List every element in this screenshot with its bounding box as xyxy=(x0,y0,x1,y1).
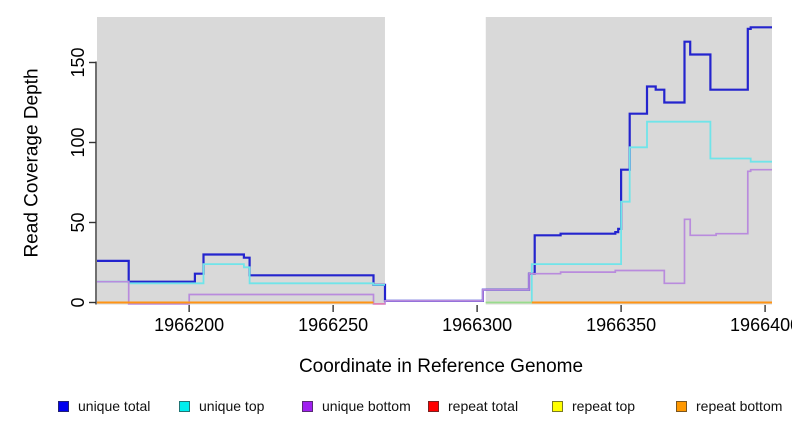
x-axis-label: Coordinate in Reference Genome xyxy=(298,356,584,377)
series-unique-bottom-line xyxy=(97,168,772,305)
y-tick-label: 100 xyxy=(68,127,88,157)
y-tick-label: 150 xyxy=(68,47,88,77)
x-tick-label: 1966300 xyxy=(442,315,512,335)
series-unique-total-line xyxy=(97,26,772,302)
series-unique-top-line xyxy=(485,120,772,304)
x-tick-label: 1966400 xyxy=(730,315,792,335)
y-tick-label: 0 xyxy=(68,297,88,307)
y-tick-label: 50 xyxy=(68,212,88,232)
plot-background-region xyxy=(97,17,385,305)
y-axis-label: Read Coverage Depth xyxy=(21,68,43,258)
x-tick-label: 1966250 xyxy=(298,315,368,335)
x-tick-label: 1966200 xyxy=(154,315,224,335)
x-tick-label: 1966350 xyxy=(586,315,656,335)
